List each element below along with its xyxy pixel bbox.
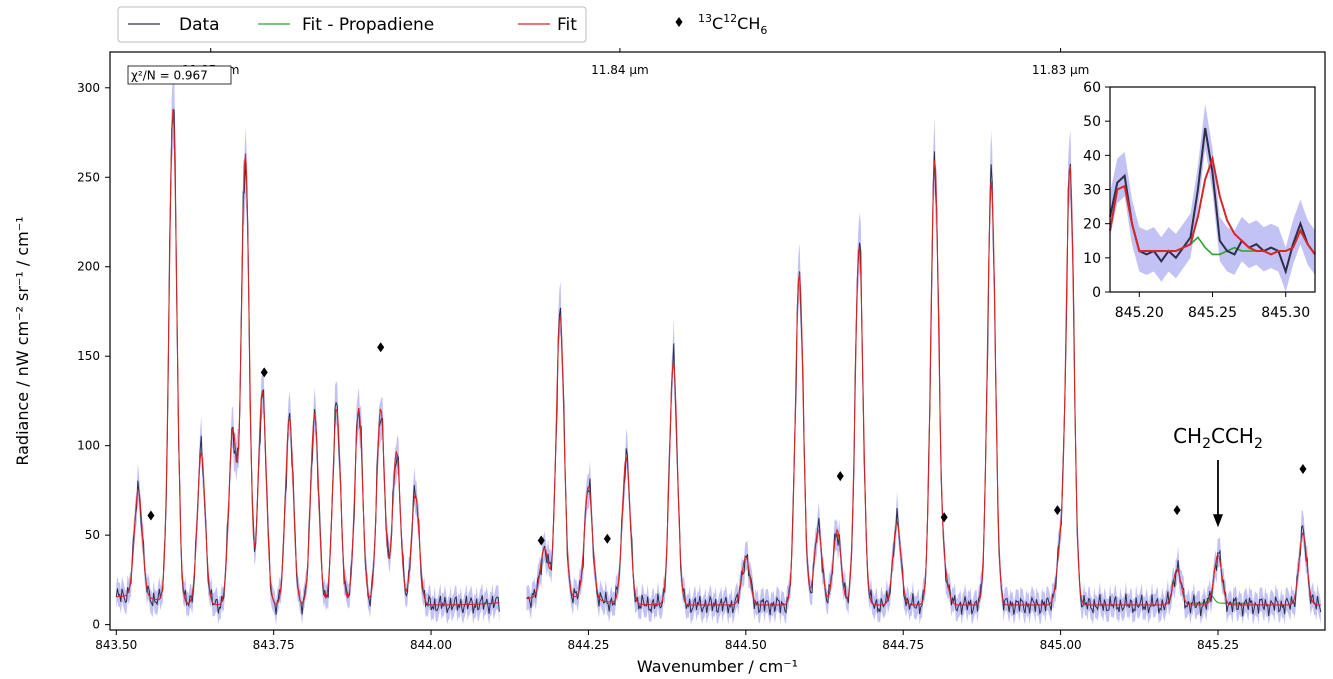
- marker-legend-part-1: C: [712, 14, 723, 33]
- marker-legend: 13C12CH6: [675, 12, 767, 37]
- marker-3: [537, 535, 545, 546]
- inset-y-tick-label-2: 20: [1083, 217, 1101, 233]
- marker-8: [1173, 505, 1181, 516]
- x-tick-label-6: 845.00: [1040, 638, 1082, 652]
- plot-frame: [109, 51, 1326, 631]
- marker-legend-part-3: CH: [737, 14, 760, 33]
- inset-x-tick-label-1: 845.25: [1188, 305, 1237, 321]
- legend-box: [117, 6, 587, 43]
- propadiene-annotation: CH2CCH2: [1173, 424, 1263, 528]
- marker-1: [260, 367, 268, 378]
- y-tick-label-2: 100: [77, 439, 100, 453]
- inset-data-line: [1109, 127, 1316, 275]
- chi2-label: χ²/N = 0.967: [131, 69, 208, 83]
- marker-9: [1299, 463, 1307, 474]
- data-line-segment-1: [526, 151, 1322, 617]
- inset-fit-line: [1109, 155, 1316, 256]
- marker-0: [147, 510, 155, 521]
- top-tick-label-2: 11.83 μm: [1032, 63, 1090, 77]
- annotation-part-2: CCH: [1211, 424, 1254, 448]
- x-tick-label-2: 844.00: [410, 638, 452, 652]
- marker-legend-part-2: 12: [723, 12, 737, 25]
- y-tick-label-5: 250: [77, 170, 100, 184]
- x-tick-label-4: 844.50: [725, 638, 767, 652]
- y-axis-ticks: 0 50 100 150 200 250 300: [77, 81, 110, 632]
- legend-label-0: Data: [179, 15, 220, 35]
- marker-legend-diamond: [675, 17, 683, 27]
- inset-y-tick-label-4: 40: [1083, 148, 1101, 164]
- top-tick-label-1: 11.84 μm: [591, 63, 649, 77]
- x-tick-label-7: 845.25: [1197, 638, 1239, 652]
- marker-layer: [147, 342, 1307, 546]
- y-tick-label-6: 300: [77, 81, 100, 95]
- legend-label-1: Fit - Propadiene: [302, 15, 434, 35]
- y-tick-label-1: 50: [85, 528, 100, 542]
- x-axis-ticks: 843.50 843.75 844.00 844.25 844.50 844.75 845.…: [95, 630, 1239, 652]
- x-tick-label-5: 844.75: [882, 638, 924, 652]
- annotation-part-1: 2: [1202, 436, 1211, 452]
- fit-line-layer: [116, 108, 1321, 606]
- marker-legend-part-4: 6: [760, 24, 767, 37]
- marker-4: [603, 533, 611, 544]
- y-tick-label-0: 0: [92, 618, 100, 632]
- inset-y-tick-label-5: 50: [1083, 114, 1101, 130]
- uncertainty-band-segment-0: [116, 73, 500, 625]
- inset-lines-layer: [1109, 127, 1316, 275]
- inset-x-tick-label-0: 845.20: [1115, 305, 1164, 321]
- legend-label-2: Fit: [557, 15, 577, 35]
- x-tick-label-0: 843.50: [95, 638, 137, 652]
- chi2-box: χ²/N = 0.967: [127, 65, 232, 85]
- fit-line-segment-0: [116, 108, 500, 606]
- y-axis-label: Radiance / nW cm⁻² sr⁻¹ / cm⁻¹: [13, 216, 32, 465]
- annotation-part-0: CH: [1173, 424, 1202, 448]
- annotation-label: CH2CCH2: [1173, 424, 1263, 452]
- inset-x-tick-label-2: 845.30: [1261, 305, 1310, 321]
- marker-2: [377, 342, 385, 353]
- inset-x-ticks: 845.20 845.25 845.30: [1115, 292, 1310, 321]
- legend: Data Fit - Propadiene Fit: [117, 6, 587, 43]
- marker-6: [940, 512, 948, 523]
- marker-7: [1053, 505, 1061, 516]
- x-tick-label-1: 843.75: [253, 638, 295, 652]
- marker-legend-label: 13C12CH6: [698, 12, 767, 37]
- marker-legend-part-0: 13: [698, 12, 712, 25]
- x-axis-label: Wavenumber / cm⁻¹: [637, 657, 798, 676]
- inset-y-ticks: 0 10 20 30 40 50 60: [1083, 80, 1110, 301]
- inset-y-tick-label-1: 10: [1083, 251, 1101, 267]
- inset-band-layer: [1110, 104, 1315, 292]
- inset-chart: 845.20 845.25 845.30 0 10 20 30 40 50 60: [1083, 80, 1316, 321]
- marker-5: [836, 471, 844, 482]
- y-tick-label-3: 150: [77, 349, 100, 363]
- fit-line-segment-1: [526, 160, 1321, 606]
- inset-band: [1110, 104, 1315, 292]
- inset-y-tick-label-6: 60: [1083, 80, 1101, 96]
- inset-y-tick-label-0: 0: [1092, 285, 1101, 301]
- x-tick-label-3: 844.25: [567, 638, 609, 652]
- inset-y-tick-label-3: 30: [1083, 183, 1101, 199]
- annotation-part-3: 2: [1254, 436, 1263, 452]
- data-line-segment-0: [115, 109, 500, 615]
- annotation-arrowhead: [1212, 514, 1223, 528]
- y-tick-label-4: 200: [77, 260, 100, 274]
